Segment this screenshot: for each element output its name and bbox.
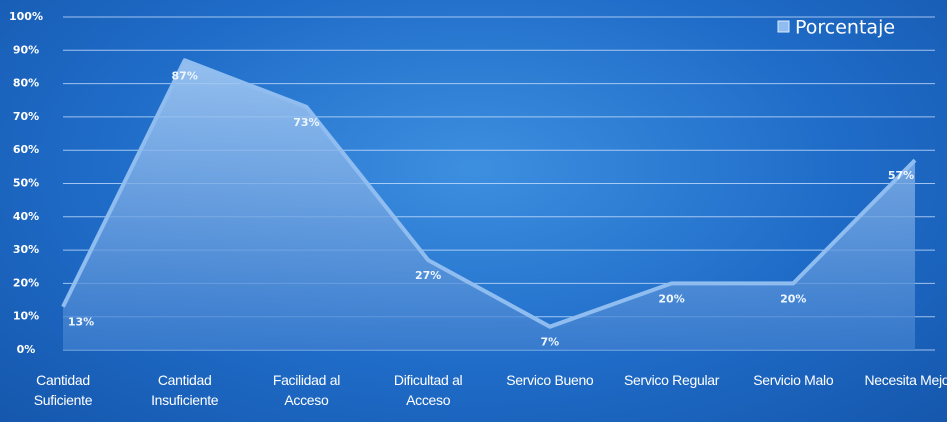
value-label: 20% [780,292,806,305]
area-edge [61,58,917,329]
y-tick-label: 60% [13,143,39,156]
value-label: 57% [888,169,914,182]
legend-swatch [777,20,790,33]
y-tick-label: 40% [13,210,39,223]
y-tick-label: 80% [13,77,39,90]
y-tick-label: 20% [13,276,39,289]
value-label: 27% [415,269,441,282]
x-tick-label: Servicio Malo [753,372,834,388]
y-tick-label: 0% [17,343,36,356]
value-label: 87% [172,69,198,82]
y-tick-label: 100% [9,10,43,23]
x-tick-label: Necesita Mejorar [864,372,947,388]
y-tick-label: 10% [13,310,39,323]
area [63,60,915,350]
x-tick-label: Servico Bueno [506,372,594,388]
y-tick-label: 90% [13,43,39,56]
x-tick-label: Facilidad al Acceso [272,372,341,408]
value-label: 73% [293,116,319,129]
x-tick-label: Servico Regular [624,372,720,388]
x-tick-label: Cantidad Insuficiente [151,372,219,408]
value-label: 7% [541,336,560,349]
value-label: 20% [658,292,684,305]
y-tick-label: 50% [13,177,39,190]
y-tick-label: 30% [13,243,39,256]
y-tick-label: 70% [13,110,39,123]
x-tick-label: Dificultad al Acceso [393,372,463,408]
value-label: 13% [68,316,94,329]
x-tick-label: Cantidad Suficiente [33,372,93,408]
legend-label: Porcentaje [795,17,895,39]
